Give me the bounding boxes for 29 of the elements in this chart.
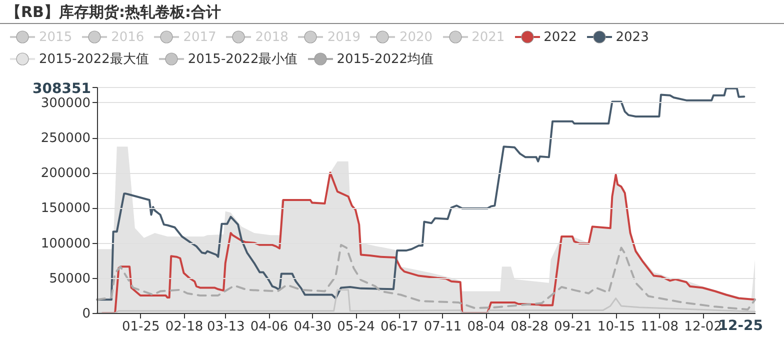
y-tick-label: 300000 <box>40 96 90 111</box>
y-tick-label: 200000 <box>40 166 90 182</box>
legend-label: 2015-2022均值 <box>336 51 434 68</box>
chart-title: 【RB】库存期货:热轧卷板:合计 <box>0 0 784 24</box>
legend-label: 2015-2022最大值 <box>39 51 149 68</box>
x-tick-label: 04-06 <box>250 320 288 334</box>
legend-label: 2022 <box>544 30 577 44</box>
legend-label: 2023 <box>616 30 649 44</box>
x-tick-label: 09-21 <box>554 320 592 334</box>
x-tick-label: 10-15 <box>597 320 636 334</box>
x-tick-label: 08-04 <box>467 320 506 334</box>
text: 12-25 <box>718 318 763 334</box>
x-tick-label: 03-13 <box>206 320 245 334</box>
x-tick-label: 11-08 <box>640 320 679 334</box>
line-series <box>96 244 756 310</box>
text: 308351 <box>32 81 91 97</box>
y-tick-label: 150000 <box>40 201 90 216</box>
x-tick-label: 05-24 <box>337 320 375 334</box>
x-tick-label: 04-30 <box>294 320 332 334</box>
y-tick-label: 100000 <box>40 236 90 252</box>
x-tick-label: 06-17 <box>380 320 418 334</box>
y-tick-label: 50000 <box>49 271 90 286</box>
x-tick-label: 08-28 <box>510 320 548 334</box>
x-tick-label: 07-11 <box>424 320 462 334</box>
y-tick-label: 0 <box>82 306 90 322</box>
legend-label: 2015-2022最小值 <box>188 51 298 68</box>
x-tick-label: 02-18 <box>165 320 204 334</box>
y-tick-label: 250000 <box>40 131 90 146</box>
x-tick-label: 01-25 <box>122 320 160 334</box>
